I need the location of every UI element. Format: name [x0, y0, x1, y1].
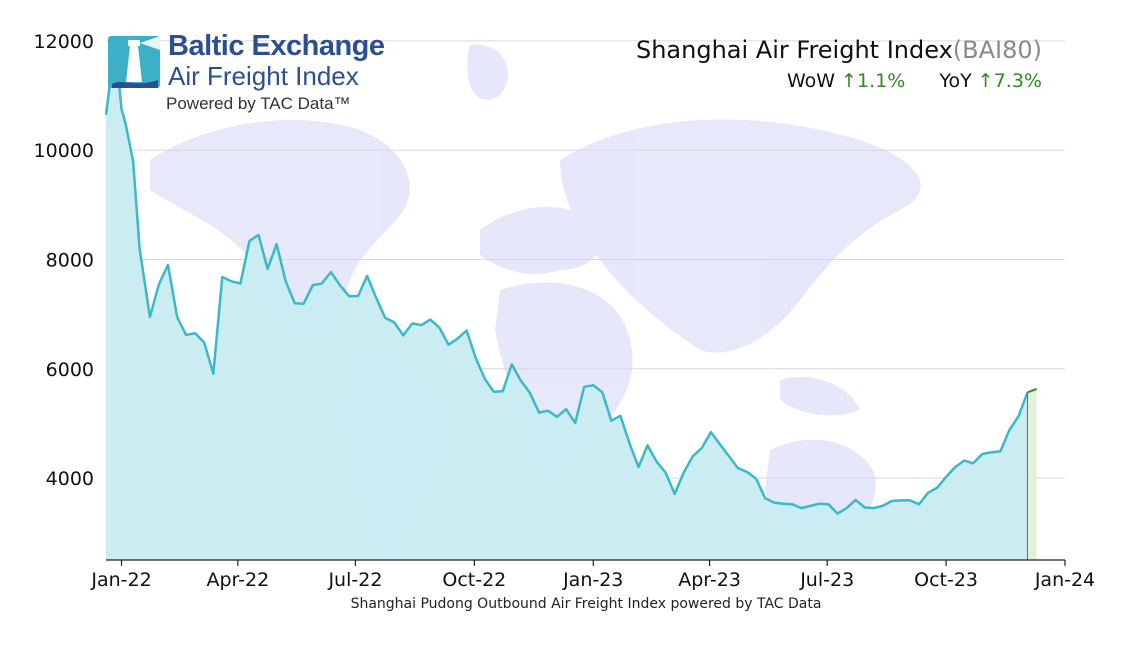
x-tick-label: Jul-22	[327, 569, 382, 591]
lighthouse-logo-icon	[108, 36, 160, 88]
area-fill-path	[106, 62, 1037, 561]
x-tick-label: Oct-22	[442, 569, 506, 591]
series-line-path	[104, 61, 1029, 515]
yoy-value: ↑7.3%	[977, 70, 1042, 92]
change-summary: WoW ↑1.1% YoY ↑7.3%	[636, 70, 1042, 92]
index-code: (BAI80)	[952, 36, 1042, 64]
chart-header: Shanghai Air Freight Index(BAI80) WoW ↑1…	[636, 36, 1042, 92]
area-fill	[106, 62, 1037, 561]
y-axis: 4000 6000 8000 10000 12000	[34, 31, 94, 490]
chart-title: Shanghai Air Freight Index(BAI80)	[636, 36, 1042, 64]
x-tick-label: Jan-23	[562, 569, 623, 591]
highlight-fill	[1027, 389, 1037, 560]
x-axis: Jan-22 Apr-22 Jul-22 Oct-22 Jan-23 Apr-23 Jul-…	[90, 559, 1095, 591]
chart-caption: Shanghai Pudong Outbound Air Freight Ind…	[350, 596, 822, 612]
wow-label: WoW	[786, 70, 836, 92]
y-tick-label: 12000	[34, 31, 94, 53]
logo-title: Baltic Exchange	[168, 30, 385, 62]
yoy-label: YoY	[939, 70, 972, 92]
x-tick-label: Apr-22	[206, 569, 269, 591]
series-line	[104, 61, 1029, 515]
x-tick-label: Oct-23	[914, 569, 978, 591]
logo-subtitle: Air Freight Index	[168, 61, 359, 91]
x-tick-label: Jan-22	[90, 569, 151, 591]
y-tick-label: 4000	[46, 468, 94, 490]
highlight-line	[1027, 388, 1037, 394]
logo-powered-by: Powered by TAC Data™	[166, 94, 351, 113]
x-tick-label: Apr-23	[678, 569, 741, 591]
y-tick-label: 8000	[46, 249, 94, 271]
baltic-exchange-logo: Baltic Exchange Air Freight Index Powere…	[108, 30, 388, 120]
y-tick-label: 10000	[34, 140, 94, 162]
chart-title-text: Shanghai Air Freight Index	[635, 36, 953, 64]
x-tick-label: Jul-23	[799, 569, 854, 591]
y-tick-label: 6000	[46, 359, 94, 381]
wow-value: ↑1.1%	[841, 70, 906, 92]
x-tick-label: Jan-24	[1034, 569, 1095, 591]
highlight-segment	[1027, 388, 1037, 560]
